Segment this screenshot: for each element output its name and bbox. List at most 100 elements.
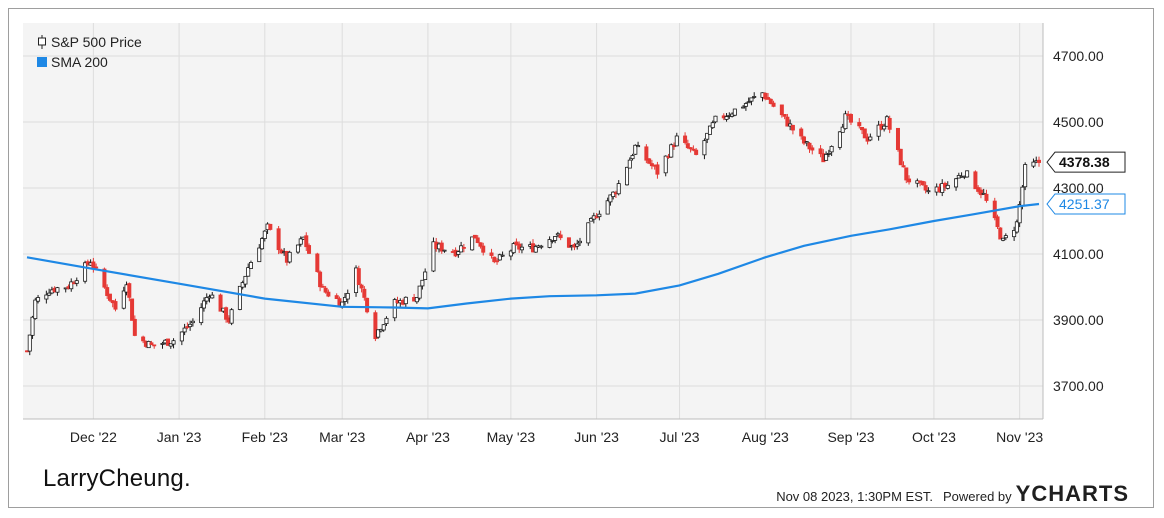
candle bbox=[497, 253, 502, 261]
candle bbox=[315, 252, 320, 273]
candle bbox=[647, 158, 652, 165]
candle bbox=[105, 284, 110, 299]
x-tick-label: Dec '22 bbox=[70, 429, 117, 445]
ycharts-logo[interactable]: YCHARTS bbox=[1015, 481, 1129, 506]
candle bbox=[824, 151, 829, 161]
candle bbox=[898, 148, 903, 166]
candle bbox=[179, 331, 184, 346]
candle bbox=[771, 100, 776, 108]
candle bbox=[611, 191, 616, 200]
candle bbox=[257, 244, 262, 263]
candle bbox=[829, 145, 834, 157]
candle bbox=[492, 256, 497, 264]
candle bbox=[262, 230, 267, 242]
x-tick-label: Mar '23 bbox=[319, 429, 365, 445]
candle bbox=[981, 188, 986, 195]
candle bbox=[318, 270, 323, 292]
candle bbox=[210, 291, 215, 299]
candle bbox=[1001, 237, 1006, 242]
candle bbox=[204, 293, 209, 305]
candle bbox=[423, 268, 428, 281]
candle bbox=[907, 175, 912, 185]
powered-by-text: Powered by bbox=[943, 489, 1012, 504]
chart-svg: 3700.00 3900.00 4100.00 4300.00 4500.00 4700.… bbox=[23, 23, 1126, 445]
candle bbox=[514, 238, 519, 246]
candle bbox=[705, 132, 710, 144]
candle bbox=[323, 285, 328, 294]
candle bbox=[984, 189, 989, 203]
candle bbox=[553, 236, 558, 244]
candle bbox=[342, 292, 347, 306]
legend-label-sma: SMA 200 bbox=[51, 54, 108, 70]
candle bbox=[547, 236, 552, 249]
candle bbox=[799, 127, 804, 140]
candle bbox=[724, 112, 729, 122]
candle bbox=[304, 232, 309, 251]
candle bbox=[519, 243, 524, 254]
candle bbox=[168, 343, 173, 349]
candle bbox=[594, 213, 599, 219]
x-tick-label: Apr '23 bbox=[406, 429, 450, 445]
candle bbox=[818, 145, 823, 158]
candle bbox=[113, 298, 118, 312]
candle bbox=[566, 237, 571, 248]
candle bbox=[1014, 219, 1019, 234]
candle bbox=[995, 214, 1000, 230]
candle bbox=[287, 250, 292, 264]
candle bbox=[295, 244, 300, 254]
candlestick-icon bbox=[38, 35, 46, 49]
candle bbox=[862, 128, 867, 139]
candle bbox=[978, 187, 983, 199]
last-price-label: 4378.38 bbox=[1059, 154, 1110, 170]
candle bbox=[954, 177, 959, 191]
candle bbox=[578, 237, 583, 247]
candle bbox=[768, 98, 773, 105]
candle bbox=[973, 170, 978, 190]
candle bbox=[246, 263, 251, 277]
x-axis-ticks: Dec '22 Jan '23 Feb '23 Mar '23 Apr '23 May '… bbox=[70, 429, 1044, 445]
x-tick-label: Aug '23 bbox=[742, 429, 789, 445]
candle bbox=[495, 258, 500, 265]
candle bbox=[152, 344, 157, 349]
y-tick-label: 4700.00 bbox=[1053, 48, 1104, 64]
candle bbox=[752, 92, 757, 99]
candle bbox=[713, 115, 718, 124]
candle bbox=[887, 115, 892, 134]
brand-logo: LarryCheung. bbox=[43, 465, 191, 492]
candle bbox=[674, 132, 679, 147]
candle bbox=[69, 278, 74, 292]
candle bbox=[555, 231, 560, 238]
candle bbox=[243, 275, 248, 288]
candle bbox=[229, 308, 234, 326]
candle bbox=[166, 338, 171, 346]
square-swatch-icon bbox=[37, 57, 47, 67]
candle bbox=[44, 290, 49, 304]
candle bbox=[240, 280, 245, 290]
candle bbox=[260, 236, 265, 250]
candle bbox=[807, 142, 812, 153]
candle bbox=[644, 144, 649, 164]
candle bbox=[475, 235, 480, 244]
candle bbox=[307, 243, 312, 254]
candle bbox=[345, 289, 350, 304]
candle bbox=[171, 338, 176, 349]
candle bbox=[107, 293, 112, 303]
candle bbox=[47, 288, 52, 297]
candle bbox=[127, 282, 132, 302]
candle bbox=[702, 138, 707, 160]
candle bbox=[517, 241, 522, 253]
candle bbox=[589, 217, 594, 222]
y-tick-label: 3900.00 bbox=[1053, 312, 1104, 328]
candlestick-series bbox=[24, 92, 1042, 356]
candle bbox=[904, 167, 909, 184]
candle bbox=[392, 297, 397, 322]
candle bbox=[456, 250, 461, 258]
candle bbox=[130, 298, 135, 321]
candle bbox=[685, 139, 690, 150]
legend: S&P 500 Price SMA 200 bbox=[37, 34, 142, 70]
candle bbox=[965, 170, 970, 178]
candle bbox=[478, 242, 483, 249]
candle bbox=[649, 159, 654, 170]
candle bbox=[121, 286, 126, 310]
candle bbox=[749, 97, 754, 106]
